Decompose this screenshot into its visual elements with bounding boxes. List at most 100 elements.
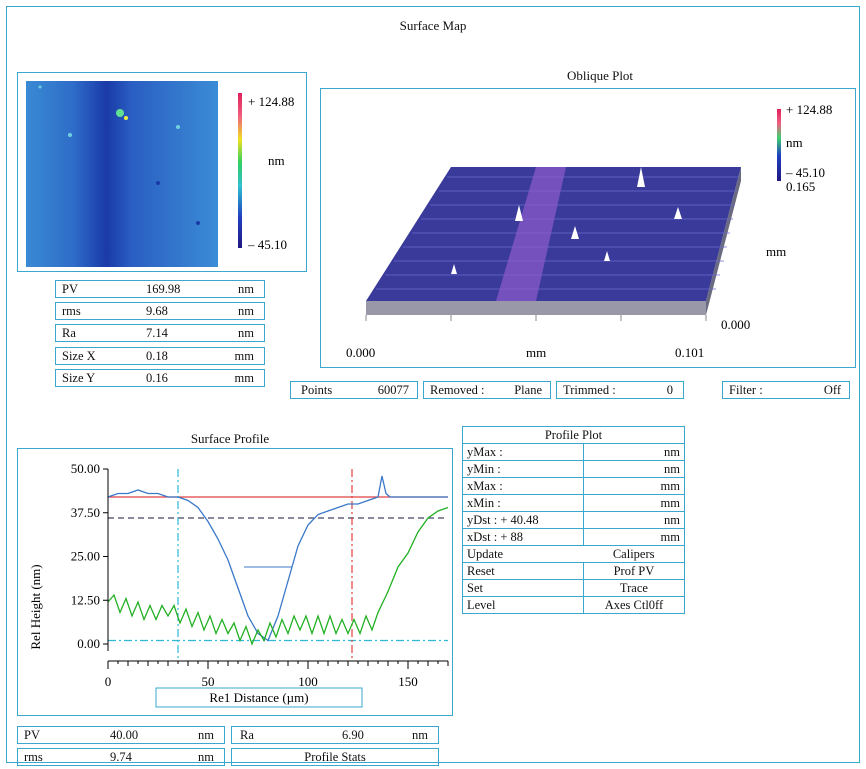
profile-plot-table: Profile Plot yMax : nm yMin : nm xMax : mm …: [462, 426, 686, 614]
oblique-scale-bottom: – 45.10: [785, 165, 825, 180]
profile-stats-button[interactable]: Profile Stats: [231, 748, 439, 766]
surface-profile-chart[interactable]: Rel Height (nm) 0.00 12.50 25.00 37.50 50.00…: [18, 449, 452, 715]
oblique-ticks: [365, 315, 707, 321]
removed-box[interactable]: Removed : Plane: [423, 381, 551, 399]
profile-ra-unit: nm: [412, 728, 428, 742]
profile-rms-value: 9.74: [110, 750, 132, 764]
oblique-y-min: 0.000: [721, 317, 750, 332]
pp-unit: mm: [582, 494, 686, 512]
profile-ra-value: 6.90: [342, 728, 364, 742]
filter-box[interactable]: Filter : Off: [722, 381, 850, 399]
map-stat-label: PV: [62, 282, 78, 296]
map-stat-box: rms 9.68 nm: [55, 302, 265, 320]
map-stat-unit: nm: [238, 282, 254, 296]
prof-pv-button[interactable]: Prof PV: [582, 562, 686, 580]
profile-x-tick-label: 50: [202, 674, 215, 689]
surface-profile-panel: Rel Height (nm) 0.00 12.50 25.00 37.50 50.00…: [17, 448, 453, 716]
map-stat-value: 9.68: [146, 304, 168, 318]
map-spot: [38, 85, 42, 89]
filter-value: Off: [823, 383, 841, 397]
axes-ctl-button[interactable]: Axes Ctl0ff: [582, 596, 686, 614]
oblique-x-unit: mm: [526, 345, 546, 360]
map-stat-value: 7.14: [146, 326, 168, 340]
map-stat-value: 0.16: [146, 371, 168, 385]
profile-ylabel: Rel Height (nm): [28, 564, 43, 649]
map-stat-value: 169.98: [146, 282, 181, 296]
map-stat-label: rms: [62, 304, 81, 318]
oblique-trench: [496, 167, 566, 301]
profile-y-tick-label: 37.50: [71, 505, 100, 520]
map-spot: [68, 133, 72, 137]
profile-x-tick-label: 150: [398, 674, 418, 689]
oblique-base-front: [366, 301, 706, 315]
filter-label: Filter :: [729, 383, 763, 397]
oblique-y-max: 0.165: [786, 179, 815, 194]
map-stat-box: Size Y 0.16 mm: [55, 369, 265, 387]
profile-y-tick-label: 25.00: [71, 549, 100, 564]
map-stat-box: PV 169.98 nm: [55, 280, 265, 298]
pp-row-ymin: yMin : nm: [462, 460, 686, 478]
oblique-x-max: 0.101: [675, 345, 704, 360]
oblique-peaks: [451, 151, 682, 274]
profile-series-line: [107, 475, 448, 642]
surface-map-image[interactable]: + 124.88 nm – 45.10: [18, 73, 306, 271]
profile-rms-unit: nm: [198, 750, 214, 764]
oblique-y-unit: mm: [766, 244, 786, 259]
points-value: 60077: [377, 383, 409, 397]
profile-xlabel-box: [155, 687, 363, 708]
profile-pv-label: PV: [24, 728, 40, 742]
map-stat-box: Ra 7.14 nm: [55, 324, 265, 342]
map-stat-box: Size X 0.18 mm: [55, 347, 265, 365]
profile-y-tick-label: 0.00: [77, 636, 100, 651]
map-stat-unit: mm: [234, 371, 254, 385]
profile-x-tick-label: 100: [298, 674, 318, 689]
profile-series-line: [107, 506, 449, 646]
map-spot: [156, 181, 160, 185]
map-stat-unit: nm: [238, 326, 254, 340]
surface-map-panel: + 124.88 nm – 45.10: [17, 72, 307, 272]
trimmed-label: Trimmed :: [563, 383, 616, 397]
trace-button[interactable]: Trace: [582, 579, 686, 597]
pp-unit: mm: [582, 477, 686, 495]
update-button[interactable]: Update: [462, 545, 584, 563]
pp-row-xmin: xMin : mm: [462, 494, 686, 512]
profile-xlabel: Re1 Distance (µm): [209, 690, 308, 705]
map-stat-unit: mm: [234, 349, 254, 363]
map-spot: [124, 116, 128, 120]
profile-rms-label: rms: [24, 750, 43, 764]
profile-stats-label: Profile Stats: [304, 750, 366, 764]
profile-plot-title: Profile Plot: [462, 426, 685, 444]
level-button[interactable]: Level: [462, 596, 584, 614]
trimmed-box[interactable]: Trimmed : 0: [556, 381, 684, 399]
height-map: [26, 81, 218, 267]
pp-label: xMax :: [462, 477, 584, 495]
oblique-surface: [366, 167, 741, 301]
pp-label: yMin :: [462, 460, 584, 478]
profile-y-tick-label: 50.00: [71, 461, 100, 476]
oblique-plot-image[interactable]: + 124.88 nm – 45.10 0.165 mm 0.000 0.000…: [321, 89, 855, 367]
pp-row-ydst: yDst : + 40.48 nm: [462, 511, 686, 529]
set-button[interactable]: Set: [462, 579, 584, 597]
oblique-plot-panel: + 124.88 nm – 45.10 0.165 mm 0.000 0.000…: [320, 88, 856, 368]
profile-pv-box: PV 40.00 nm: [17, 726, 225, 744]
map-scale-unit: nm: [268, 153, 285, 168]
calipers-button[interactable]: Calipers: [583, 545, 686, 563]
profile-rms-box: rms 9.74 nm: [17, 748, 225, 766]
pp-label: xMin :: [462, 494, 584, 512]
pp-row-ymax: yMax : nm: [462, 443, 686, 461]
map-stat-value: 0.18: [146, 349, 168, 363]
surface-profile-title: Surface Profile: [190, 431, 270, 446]
pp-label: yMax :: [462, 443, 584, 461]
map-spot: [196, 221, 200, 225]
pp-row-xmax: xMax : mm: [462, 477, 686, 495]
profile-x-tick-label: 0: [105, 674, 112, 689]
reset-button[interactable]: Reset: [462, 562, 584, 580]
oblique-scale-unit: nm: [786, 135, 803, 150]
map-spot: [176, 125, 180, 129]
oblique-base-side: [706, 167, 741, 315]
oblique-x-min: 0.000: [346, 345, 375, 360]
profile-pv-unit: nm: [198, 728, 214, 742]
map-stat-unit: nm: [238, 304, 254, 318]
map-spot: [116, 109, 124, 117]
map-scale-bottom: – 45.10: [247, 237, 287, 252]
